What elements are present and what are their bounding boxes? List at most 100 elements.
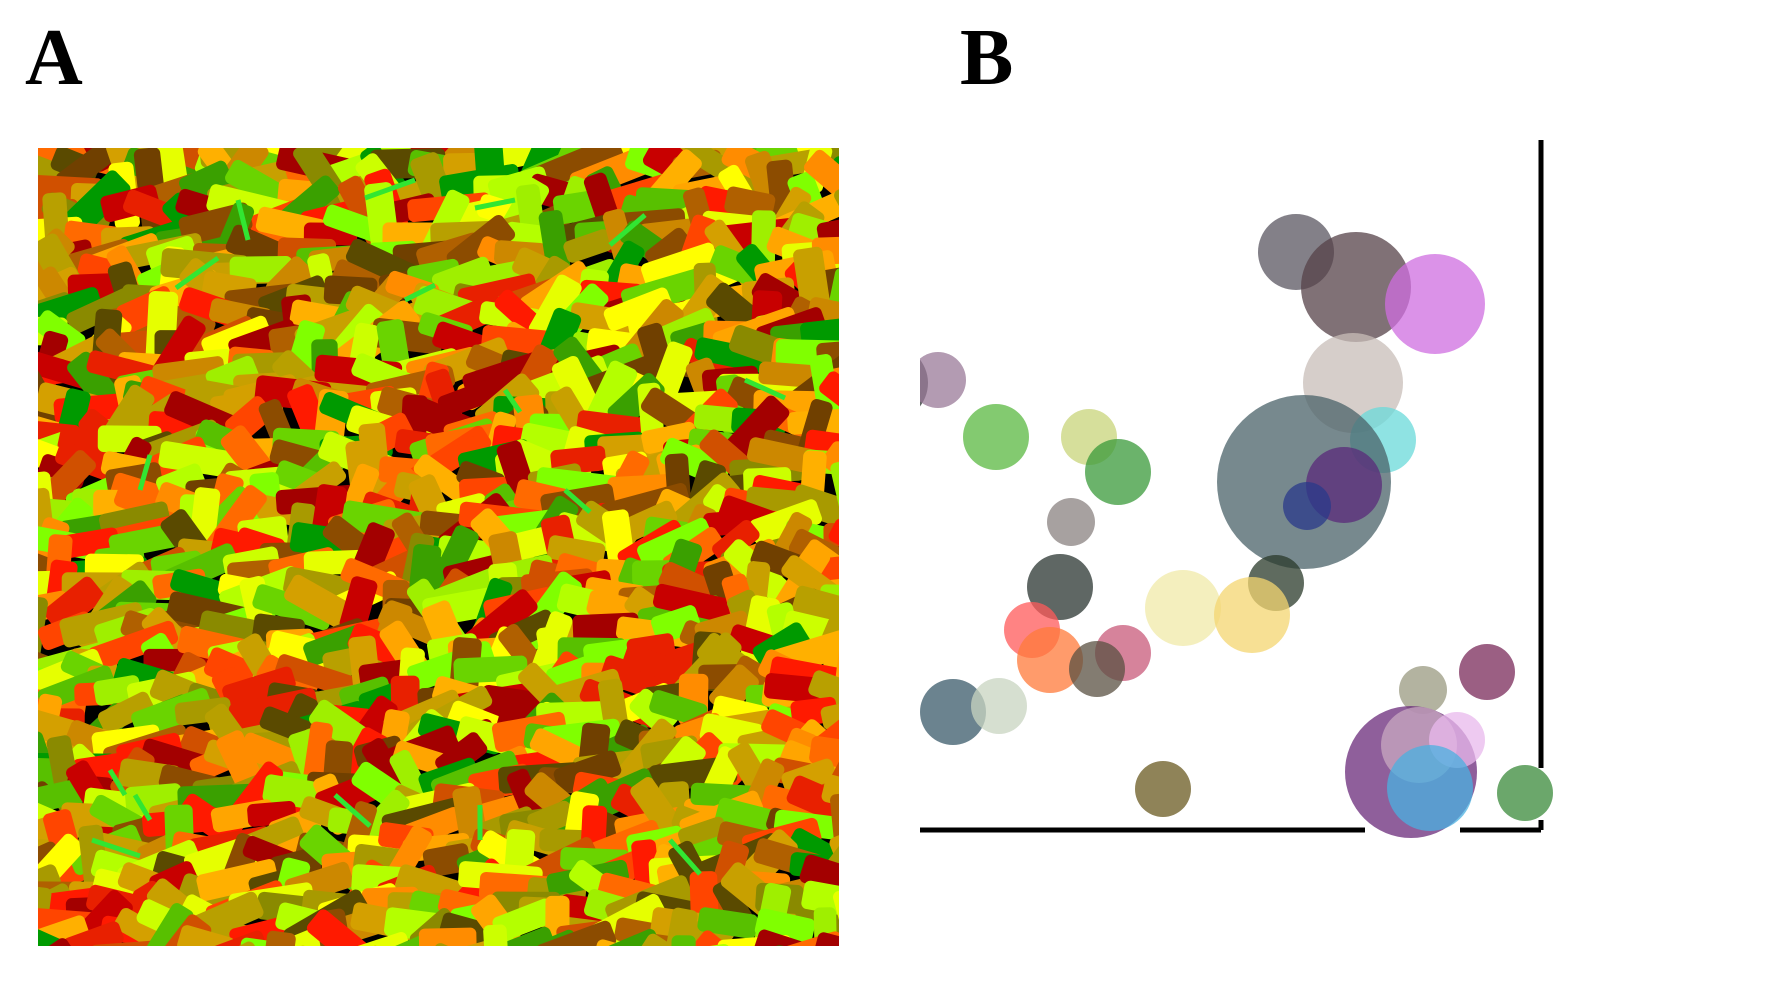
cell-rod (177, 925, 235, 946)
division-stripe (743, 377, 787, 401)
cell-rod (652, 583, 739, 624)
division-stripe (107, 768, 128, 797)
circle-marker (1301, 232, 1411, 342)
cell-rod (753, 929, 839, 946)
cell-rod (431, 256, 494, 300)
circle-marker (920, 352, 966, 408)
circle-marker (971, 678, 1027, 734)
circle-marker (1017, 627, 1083, 693)
cell-rod (97, 691, 154, 734)
cell-rod (38, 590, 70, 629)
cell-rod (822, 616, 839, 661)
cell-rod (437, 378, 500, 418)
cell-rod (492, 898, 556, 942)
cell-rod (808, 670, 839, 716)
cell-rod (799, 854, 839, 906)
cell-rod (800, 315, 839, 348)
division-stripe (235, 199, 251, 241)
cell-rod (820, 698, 839, 730)
cell-rod (821, 441, 839, 492)
cell-rod (791, 585, 839, 635)
circle-marker (1387, 745, 1473, 831)
circle-marker (1047, 498, 1095, 546)
cell-rod (536, 920, 617, 946)
cell-rod (38, 927, 102, 946)
circle-plot-panel (920, 140, 1784, 962)
cell-rod (306, 909, 386, 946)
cell-rod (38, 841, 62, 884)
circle-marker (1145, 570, 1221, 646)
circle-marker (1283, 482, 1331, 530)
cell-rod (378, 603, 442, 646)
circle-marker (1069, 641, 1125, 697)
cell-rod (38, 310, 86, 356)
circle-marker (1135, 761, 1191, 817)
circle-marker (1214, 577, 1290, 653)
cell-rod (749, 499, 822, 545)
circle-marker (1459, 644, 1515, 700)
division-stripe (132, 793, 153, 822)
circle-marker (920, 679, 986, 745)
division-stripe (563, 488, 592, 514)
circle-marker (1399, 666, 1447, 714)
division-stripe (474, 197, 516, 211)
cell-rod (697, 907, 758, 939)
cell-rod (38, 864, 61, 904)
cell-rod (563, 229, 613, 263)
division-stripe (91, 837, 141, 859)
circle-marker (963, 404, 1029, 470)
circle-marker (1027, 554, 1093, 620)
cell-rod (804, 149, 839, 223)
cell-rod (659, 907, 698, 946)
cell-rod (339, 576, 378, 634)
division-stripe (333, 793, 372, 828)
cell-rod (649, 690, 708, 727)
cell-rod (418, 927, 477, 946)
cell-rod (38, 885, 52, 946)
cell-rod (422, 843, 471, 878)
cell-rod (830, 792, 839, 842)
circle-marker (1385, 254, 1485, 354)
panel-label-a: A (25, 14, 83, 102)
circle-marker (1085, 439, 1151, 505)
cell-rod (820, 411, 839, 450)
plot-frame (920, 140, 1544, 833)
cell-rod (680, 930, 724, 946)
cell-rod (354, 932, 411, 946)
cell-rod (252, 584, 334, 631)
cell-rod (637, 517, 713, 568)
cell-rod (746, 437, 821, 475)
circle-plot (920, 140, 1553, 838)
circle-marker (1217, 395, 1391, 569)
cell-rod (499, 926, 556, 946)
cell-rod (170, 569, 232, 605)
cell-rod (196, 859, 279, 901)
cell-rod (264, 926, 329, 946)
panel-label-b: B (960, 14, 1014, 102)
cell-rod (114, 907, 192, 946)
division-stripe (502, 388, 523, 414)
cell-rod (123, 189, 186, 231)
division-stripe (608, 213, 647, 247)
cell-simulation-panel (38, 148, 839, 946)
cell-rod (534, 148, 624, 190)
cell-rod (63, 921, 124, 946)
cell-rod (222, 666, 296, 708)
cell-rod (694, 337, 781, 376)
cell-rod (132, 903, 194, 946)
cell-rod (670, 935, 696, 946)
cell-rod (819, 371, 839, 434)
cell-rod (603, 287, 673, 331)
cell-rod (528, 274, 582, 343)
cell-rod (201, 315, 271, 359)
cell-rod (641, 242, 720, 290)
division-stripe (364, 177, 416, 201)
division-stripe (137, 454, 153, 491)
division-stripe (668, 838, 702, 876)
circle-marker (1497, 765, 1553, 821)
division-stripe (174, 255, 220, 291)
cell-simulation-image (38, 148, 839, 946)
division-stripe (403, 282, 437, 303)
cell-rod (44, 576, 105, 633)
cell-rod (553, 750, 622, 794)
